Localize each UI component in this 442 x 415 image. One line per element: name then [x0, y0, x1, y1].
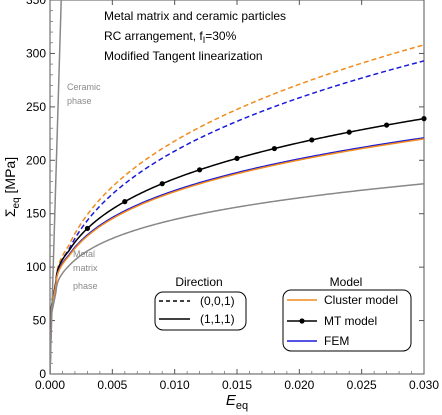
metal-phase-label-1: Metal	[73, 249, 95, 259]
series-line-0	[50, 44, 424, 374]
annotation-line1: Metal matrix and ceramic particles	[104, 9, 286, 23]
legend-model-box	[282, 289, 412, 352]
series-line-4	[50, 138, 424, 374]
axis-ticks	[49, 0, 425, 375]
mt-model-marker	[271, 145, 277, 152]
y-axis-label: Σeq [MPa]	[2, 157, 22, 217]
series-line-1	[50, 60, 424, 374]
mt-model-marker	[309, 137, 315, 143]
y-tick-label: 250	[26, 100, 46, 114]
x-tick-label: 0.030	[409, 378, 439, 392]
legend-direction-001: (0,0,1)	[200, 294, 235, 308]
x-tick-label: 0.010	[160, 378, 190, 392]
x-tick-label: 0.015	[222, 378, 252, 392]
series-layer	[50, 0, 424, 374]
series-line-6	[50, 0, 62, 374]
y-tick-label: 350	[26, 0, 46, 7]
marker-layer	[84, 116, 427, 232]
series-line-5	[50, 183, 424, 374]
legend-direction-title: Direction	[175, 275, 222, 289]
metal-phase-label-2: matrix	[73, 263, 98, 273]
axis-tick-labels: 0.000 0.005 0.010 0.015 0.020 0.025 0.030 0 50 10…	[26, 0, 439, 392]
mt-model-marker	[197, 167, 203, 173]
legend-fem-label: FEM	[324, 334, 349, 348]
annotation-line2: RC arrangement, fI=30%	[104, 29, 237, 45]
legend-mt-label: MT model	[324, 314, 377, 328]
x-tick-label: 0.005	[97, 378, 127, 392]
series-line-2	[50, 117, 424, 374]
legend-model: Model Cluster model MT model FEM	[282, 275, 412, 352]
x-tick-label: 0.000	[35, 378, 65, 392]
mt-model-marker	[384, 122, 390, 128]
legend-model-title: Model	[330, 275, 363, 289]
legend-mt-marker	[299, 318, 305, 324]
x-tick-label: 0.020	[284, 378, 314, 392]
y-tick-label: 200	[26, 153, 46, 167]
y-tick-label: 0	[39, 367, 46, 381]
y-tick-label: 50	[33, 314, 47, 328]
mt-model-marker	[122, 199, 128, 205]
mt-model-marker	[84, 225, 90, 232]
legend-cluster-label: Cluster model	[324, 293, 398, 307]
mt-model-marker	[159, 181, 165, 187]
ceramic-phase-label-1: Ceramic	[67, 82, 101, 92]
y-tick-label: 150	[26, 207, 46, 221]
mt-model-marker	[421, 116, 427, 122]
metal-phase-label-3: phase	[73, 281, 98, 291]
ceramic-phase-label-2: phase	[67, 96, 92, 106]
annotation-line3: Modified Tangent linearization	[104, 49, 263, 63]
y-tick-label: 300	[26, 46, 46, 60]
x-axis-label: Eeq	[226, 392, 248, 412]
legend-direction: Direction (0,0,1) (1,1,1)	[154, 275, 247, 331]
legend-direction-box	[154, 291, 247, 331]
x-tick-label: 0.025	[347, 378, 377, 392]
legend-direction-111: (1,1,1)	[200, 312, 235, 326]
mt-model-marker	[234, 155, 240, 161]
y-tick-label: 100	[26, 260, 46, 274]
mt-model-marker	[346, 129, 352, 135]
